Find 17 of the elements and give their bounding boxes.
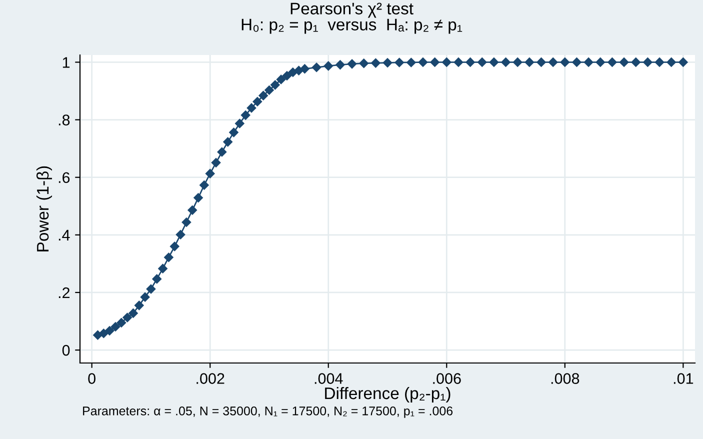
y-tick-label: .4 [58,230,70,240]
text: Parameters: α = .05, N = 35000, N₁ = 17500, N₂ = 17500, p₁ = .006 [83,406,453,418]
x-tick-label: .004 [314,373,343,384]
y-tick-label: .2 [58,287,70,298]
x-tick-label: .01 [674,373,694,384]
x-tick-label: .006 [433,373,461,384]
y-tick-label: .6 [58,172,70,184]
y-axis-title: Power (1-β) [36,166,52,252]
y-tick-label: 0 [62,344,70,356]
x-tick-label: .002 [196,373,224,384]
chart-title: Pearson's χ² test [290,2,414,18]
chart-subtitle: H₀: p₂ = p₁ versus Hₐ: p₂ ≠ p₁ [242,18,462,34]
x-tick-label: 0 [88,373,96,384]
x-axis-title: Difference (p₂-p₁) [325,386,450,402]
x-tick-label: .008 [551,373,580,384]
y-tick-label: .8 [58,114,70,126]
y-tick-label: 1 [62,57,70,68]
